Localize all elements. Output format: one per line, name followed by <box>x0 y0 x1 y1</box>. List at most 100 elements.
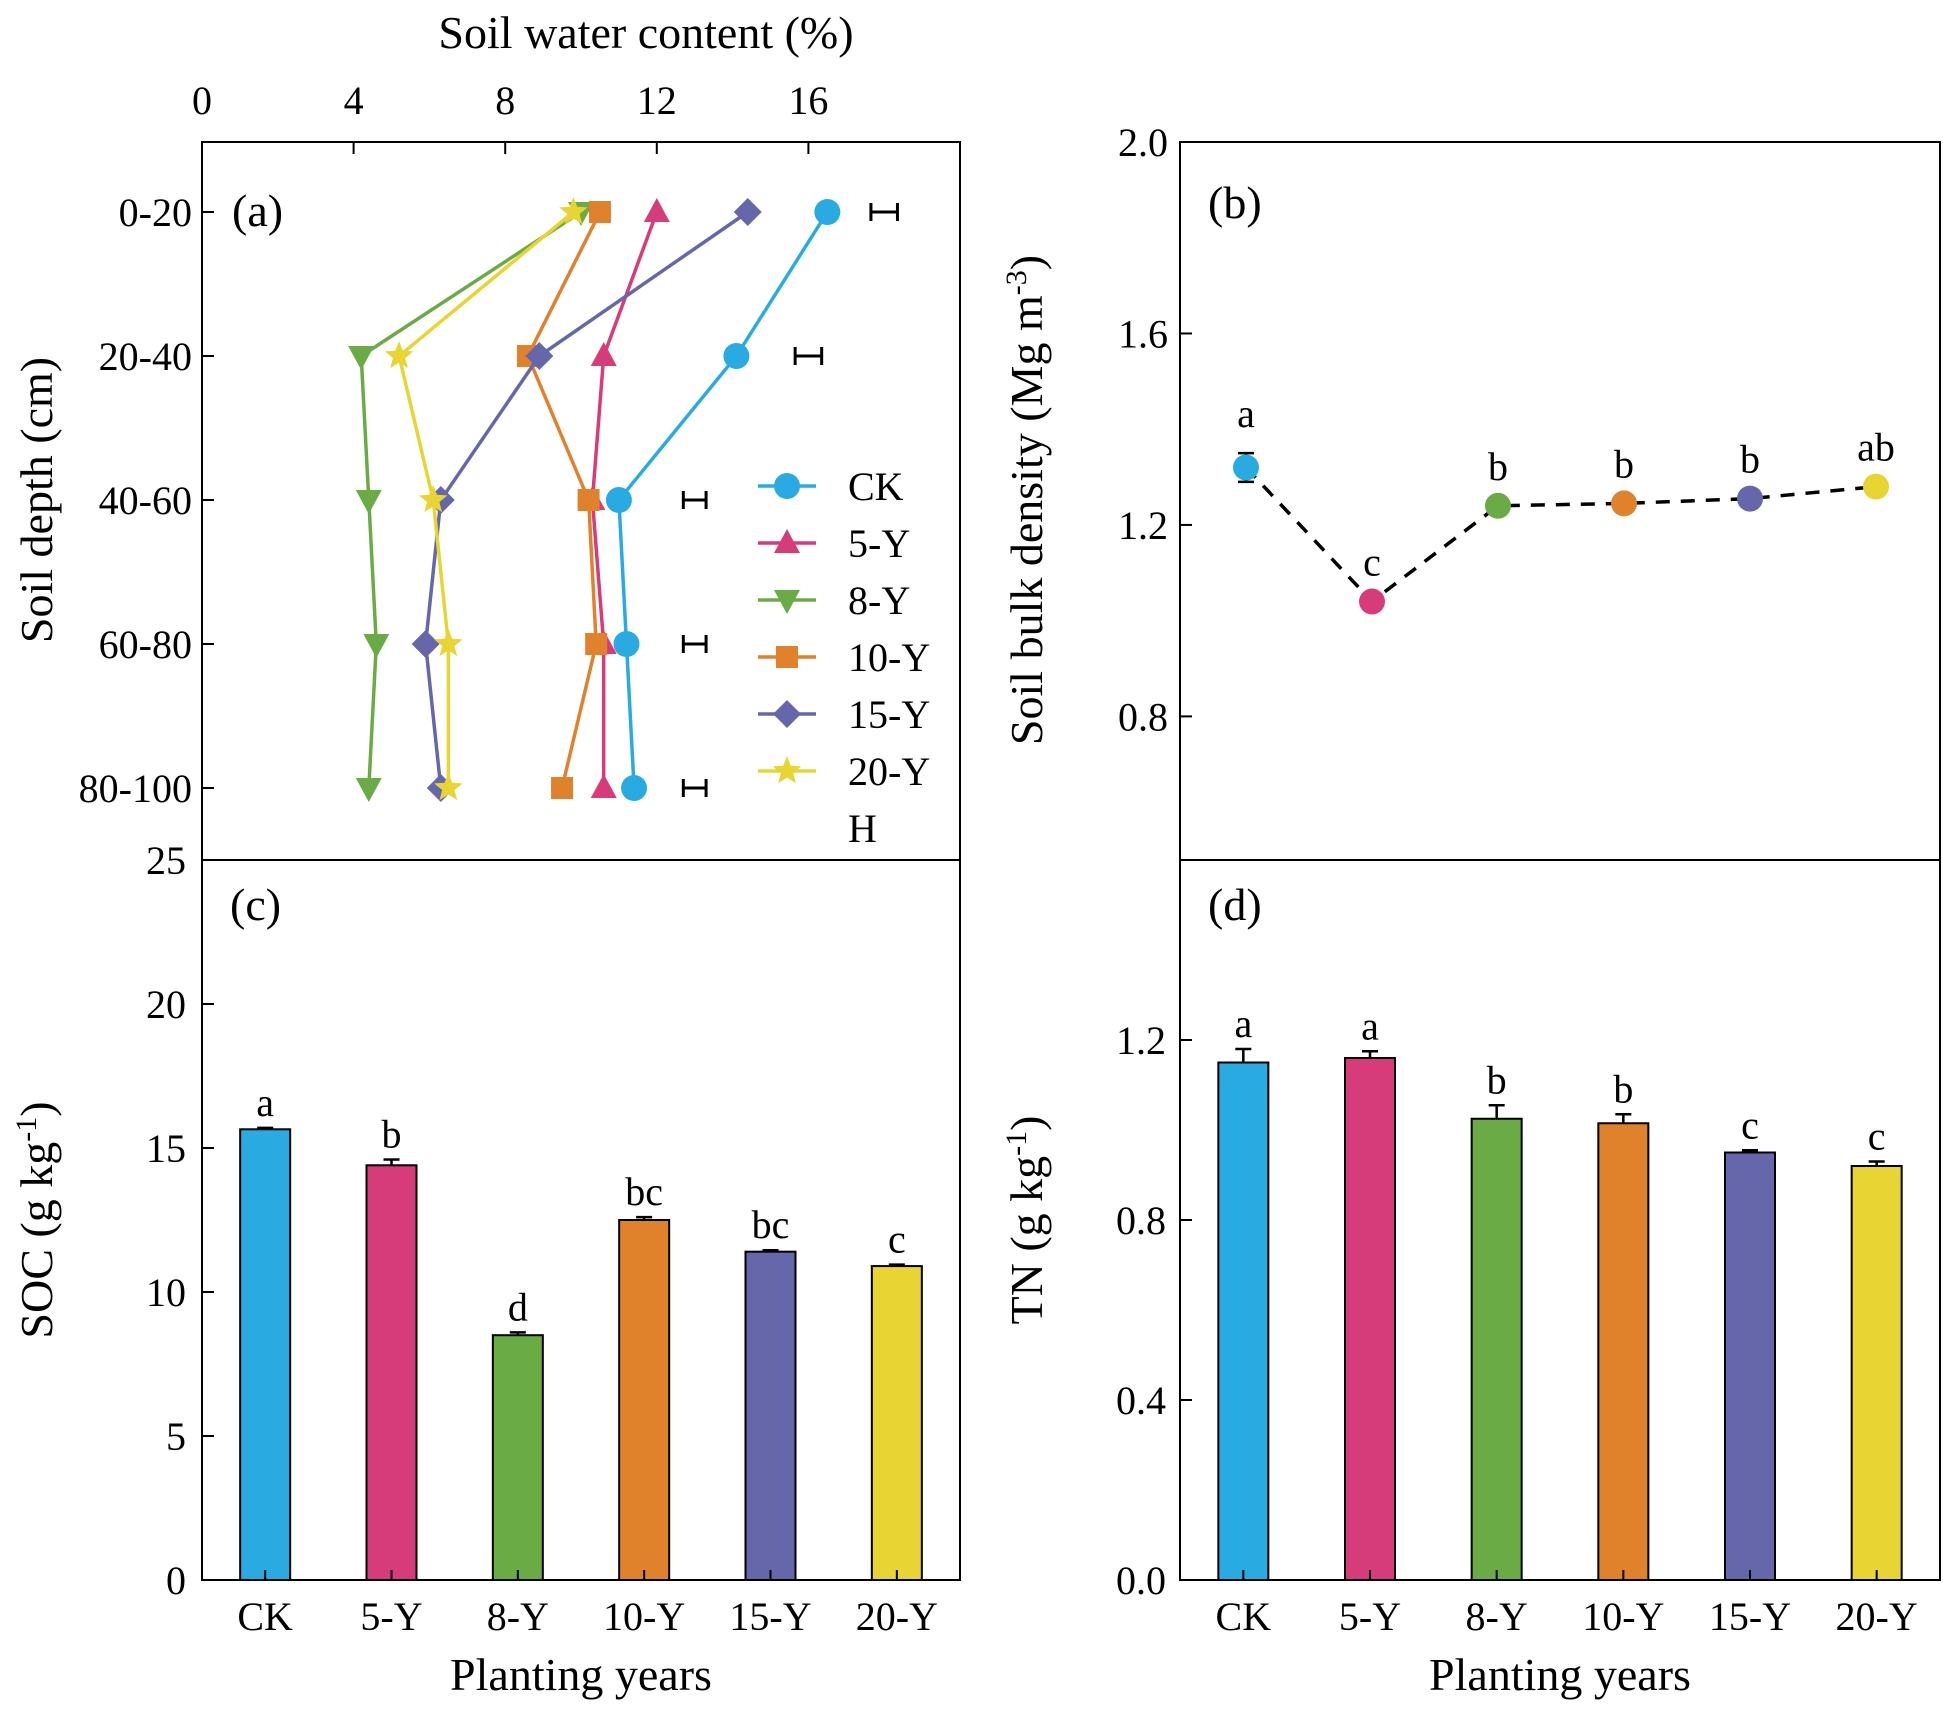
panel-b-y-tick-label: 1.6 <box>1118 311 1168 356</box>
panel-d-x-tick-label: 8-Y <box>1466 1594 1528 1639</box>
panel-c-bar-8-y <box>491 1334 544 1581</box>
legend-marker-20-y <box>772 756 802 784</box>
legend-label-20-y: 20-Y <box>848 749 930 794</box>
panel-b-point-20-y <box>1863 473 1889 500</box>
panel-a-y-tick-label: 20-40 <box>99 334 192 379</box>
panel-a-point-10-y <box>551 777 574 799</box>
panel-c-bar-ck <box>239 1128 292 1582</box>
panel-d-x-tick-label: 15-Y <box>1709 1594 1791 1639</box>
panel-a-x-tick-label: 12 <box>637 78 677 123</box>
panel-c-y-tick-label: 5 <box>166 1414 186 1459</box>
panel-d-significance-letter: a <box>1234 1001 1252 1046</box>
panel-c-significance-letter: b <box>382 1112 402 1157</box>
panel-c-x-tick-label: 20-Y <box>856 1594 938 1639</box>
panel-a-point-20-y <box>434 773 463 801</box>
panel-a-point-5-y <box>643 198 670 222</box>
panel-a-error-bar <box>681 779 708 797</box>
panel-a-x-tick-label: 16 <box>788 78 828 123</box>
panel-b-point-5-y <box>1359 588 1385 615</box>
panel-a-point-8-y <box>348 346 375 370</box>
panel-b-point-15-y <box>1737 485 1763 512</box>
panel-c-y-tick-label: 15 <box>146 1126 186 1171</box>
panel-c-x-axis-title: Planting years <box>450 1649 712 1700</box>
panel-a-point-ck <box>621 775 648 801</box>
panel-b-dashed-line <box>1244 466 1877 604</box>
panel-b-significance-letter: c <box>1363 540 1381 585</box>
legend-label-10-y: 10-Y <box>848 635 930 680</box>
panel-c-significance-letter: a <box>256 1080 274 1125</box>
panel-c-y-tick-label: 20 <box>146 982 186 1027</box>
panel-b-significance-letter: a <box>1237 391 1255 436</box>
panel-c-bar-15-y <box>744 1250 797 1582</box>
panel-c-y-tick-label: 0 <box>166 1558 186 1603</box>
legend-marker-ck <box>774 473 800 499</box>
panel-b-y-tick-label: 1.2 <box>1118 503 1168 548</box>
panel-a-point-ck <box>814 199 841 225</box>
legend-marker-8-y <box>774 590 800 614</box>
panel-a-error-bar <box>681 491 708 509</box>
panel-d-bar-20-y <box>1850 1165 1903 1581</box>
panel-a-point-8-y <box>355 490 382 514</box>
panel-b-point-8-y <box>1485 492 1511 519</box>
panel-c-significance-letter: bc <box>625 1169 663 1214</box>
panel-a-x-tick-label: 4 <box>344 78 364 123</box>
legend-marker-5-y <box>774 529 800 553</box>
panel-d-bar-5-y <box>1344 1057 1396 1581</box>
panel-a-point-ck <box>613 631 640 657</box>
panel-a-y-tick-label: 80-100 <box>79 766 192 811</box>
panel-d-x-axis-title: Planting years <box>1429 1649 1691 1700</box>
panel-d-x-tick-label: CK <box>1216 1594 1272 1639</box>
panel-d-y-tick-label: 0.4 <box>1116 1378 1166 1423</box>
panel-b-point-10-y <box>1611 490 1637 517</box>
panel-d-tn: 0.0 0.4 0.8 1.2 TN (g kg-1) (d) a CK a 5-Y b 8-Y b 10… <box>1000 859 1941 1700</box>
panel-d-x-tick-label: 20-Y <box>1836 1594 1918 1639</box>
panel-a-x-tick-label: 0 <box>192 78 212 123</box>
panel-b-point-ck <box>1233 454 1259 481</box>
panel-a-point-10-y <box>588 201 611 223</box>
panel-c-x-tick-label: CK <box>237 1594 293 1639</box>
legend-label-h: H <box>848 806 877 851</box>
legend-label-8-y: 8-Y <box>848 578 910 623</box>
panel-d-significance-letter: b <box>1613 1066 1633 1111</box>
panel-d-significance-letter: c <box>1741 1102 1759 1147</box>
panel-a-point-20-y <box>559 197 588 225</box>
panel-a-y-axis-title: Soil depth (cm) <box>11 357 62 643</box>
panel-c-bar-10-y <box>618 1219 671 1581</box>
panel-c-y-axis-title: SOC (g kg-1) <box>10 1101 63 1338</box>
panel-a-point-8-y <box>363 634 390 658</box>
panel-a-point-10-y <box>585 633 608 655</box>
panel-d-bar-8-y <box>1470 1117 1523 1581</box>
panel-d-bar-ck <box>1217 1061 1270 1581</box>
panel-a-soil-water-content: 0 4 8 12 16 Soil water content (%) 0-20 20-40 40… <box>11 7 961 861</box>
panel-a-point-5-y <box>590 774 617 798</box>
panel-d-y-axis-title: TN (g kg-1) <box>1000 1116 1053 1325</box>
panel-a-point-15-y <box>411 630 440 658</box>
panel-a-point-20-y <box>418 485 448 513</box>
panel-d-significance-letter: a <box>1361 1003 1379 1048</box>
panel-a-point-20-y <box>434 629 463 657</box>
panel-c-x-tick-label: 8-Y <box>487 1594 549 1639</box>
panel-d-y-tick-label: 0.0 <box>1116 1558 1166 1603</box>
panel-a-point-5-y <box>590 342 617 366</box>
panel-a-point-8-y <box>355 778 382 802</box>
panel-c-y-tick-label: 10 <box>146 1270 186 1315</box>
panel-c-x-tick-label: 10-Y <box>603 1594 685 1639</box>
panel-d-y-tick-label: 0.8 <box>1116 1198 1166 1243</box>
panel-a-y-tick-label: 40-60 <box>99 478 192 523</box>
panel-a-error-bar <box>869 203 899 221</box>
panel-b-significance-letter: b <box>1614 441 1634 486</box>
panel-c-y-tick-label: 25 <box>146 838 186 883</box>
panel-c-label: (c) <box>230 879 281 930</box>
panel-a-y-tick-label: 60-80 <box>99 622 192 667</box>
panel-a-x-tick-label: 8 <box>495 78 515 123</box>
panel-d-x-tick-label: 5-Y <box>1339 1594 1401 1639</box>
panel-a-error-bar <box>793 347 824 365</box>
panel-c-soc: 0 5 10 15 20 25 SOC (g kg-1) (c) a CK b 5-Y d 8-Y bc 10… <box>10 838 961 1700</box>
panel-d-label: (d) <box>1208 879 1262 930</box>
panel-a-y-tick-label: 0-20 <box>119 190 192 235</box>
panel-a-error-bar <box>681 635 708 653</box>
panel-a-point-15-y <box>733 198 762 226</box>
panel-a-point-ck <box>605 487 632 513</box>
legend-label-ck: CK <box>848 464 904 509</box>
